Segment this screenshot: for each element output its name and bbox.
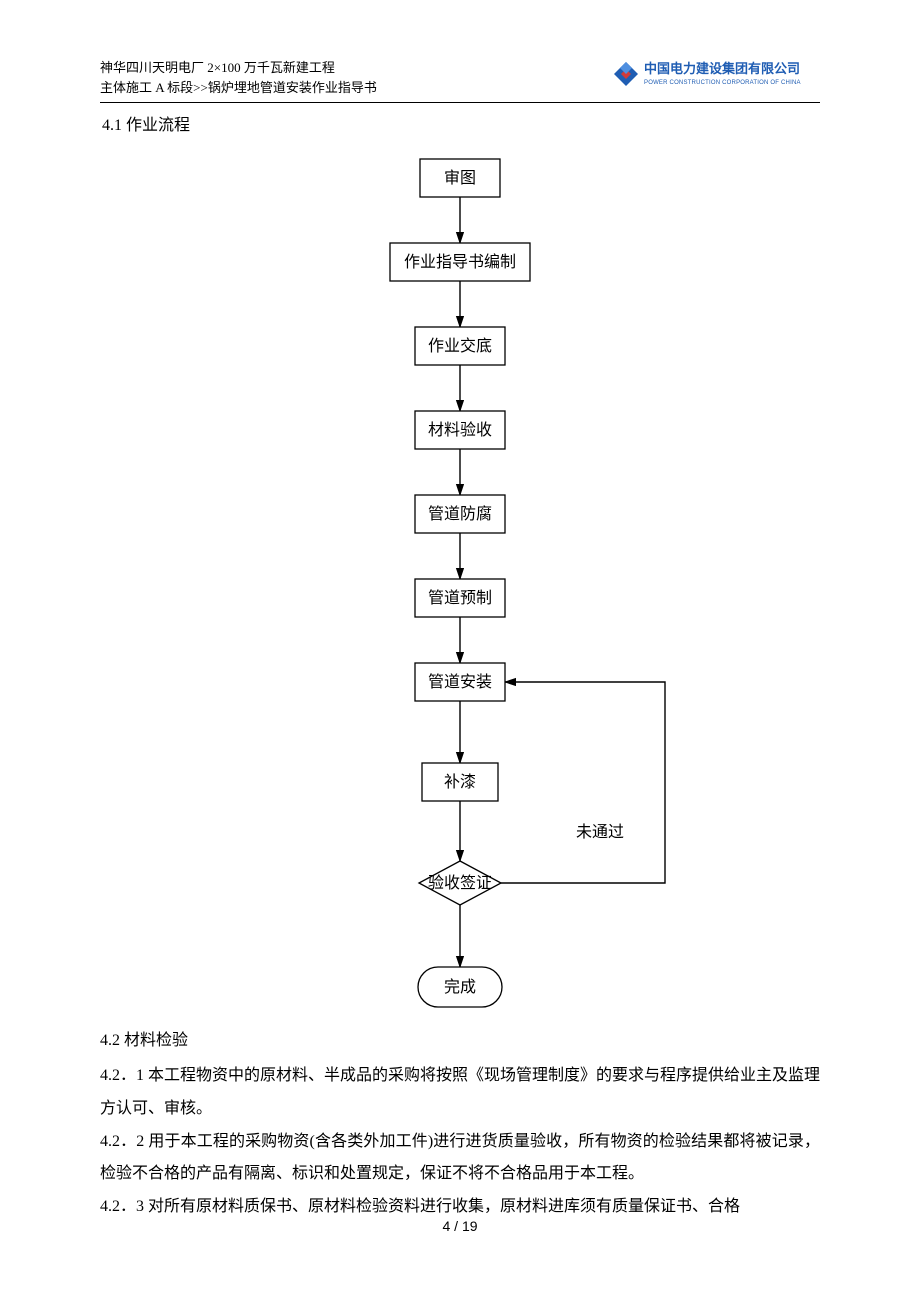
- svg-text:作业指导书编制: 作业指导书编制: [404, 253, 516, 271]
- svg-text:POWER CONSTRUCTION CORPORATION: POWER CONSTRUCTION CORPORATION OF CHINA: [644, 80, 801, 86]
- company-logo: 中国电力建设集团有限公司 POWER CONSTRUCTION CORPORATI…: [610, 58, 820, 94]
- header-text-block: 神华四川天明电厂 2×100 万千瓦新建工程 主体施工 A 标段>>锅炉埋地管道…: [100, 58, 377, 98]
- svg-text:补漆: 补漆: [444, 773, 476, 791]
- svg-text:中国电力建设集团有限公司: 中国电力建设集团有限公司: [644, 61, 800, 76]
- section-41-title: 4.1 作业流程: [102, 111, 820, 135]
- section-42: 4.2 材料检验 4.2．1 本工程物资中的原材料、半成品的采购将按照《现场管理…: [100, 1025, 820, 1224]
- svg-text:管道预制: 管道预制: [428, 589, 492, 607]
- svg-text:作业交底: 作业交底: [428, 337, 492, 355]
- svg-text:验收签证: 验收签证: [428, 874, 492, 892]
- header-line1: 神华四川天明电厂 2×100 万千瓦新建工程: [100, 58, 377, 78]
- svg-text:管道安装: 管道安装: [428, 673, 492, 691]
- svg-text:管道防腐: 管道防腐: [428, 505, 492, 523]
- svg-text:未通过: 未通过: [576, 823, 624, 841]
- para-4-2-1: 4.2．1 本工程物资中的原材料、半成品的采购将按照《现场管理制度》的要求与程序…: [100, 1060, 820, 1126]
- svg-text:完成: 完成: [444, 978, 476, 996]
- svg-text:审图: 审图: [444, 169, 476, 187]
- section-42-title: 4.2 材料检验: [100, 1025, 820, 1058]
- page-number: 4 / 19: [0, 1218, 920, 1234]
- page-header: 神华四川天明电厂 2×100 万千瓦新建工程 主体施工 A 标段>>锅炉埋地管道…: [100, 58, 820, 103]
- workflow-flowchart: 未通过 审图作业指导书编制作业交底材料验收管道防腐管道预制管道安装补漆验收签证完成: [100, 149, 820, 1019]
- header-line2: 主体施工 A 标段>>锅炉埋地管道安装作业指导书: [100, 78, 377, 98]
- svg-text:材料验收: 材料验收: [428, 421, 492, 439]
- para-4-2-2: 4.2．2 用于本工程的采购物资(含各类外加工件)进行进货质量验收，所有物资的检…: [100, 1126, 820, 1192]
